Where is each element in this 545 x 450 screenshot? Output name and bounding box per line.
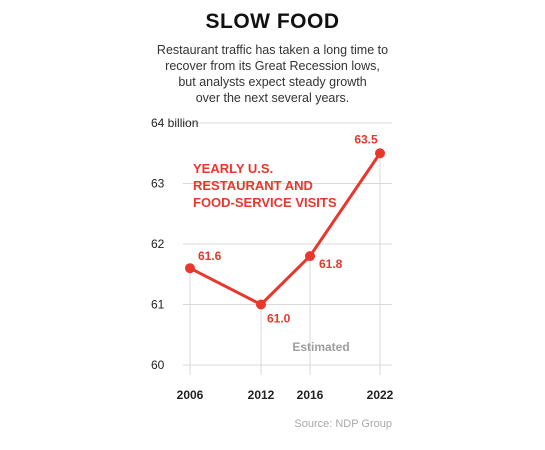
y-tick-label: 64 billion — [151, 116, 198, 130]
subtitle-line-2: recover from its Great Recession lows, — [165, 59, 380, 73]
y-tick-label: 60 — [151, 358, 165, 372]
y-tick-label: 62 — [151, 237, 165, 251]
chart-subtitle: Restaurant traffic has taken a long time… — [0, 42, 545, 106]
y-tick-label: 63 — [151, 177, 165, 191]
series-line — [189, 152, 382, 306]
y-tick-label: 61 — [151, 298, 165, 312]
x-tick-label: 2022 — [367, 388, 394, 402]
data-point — [305, 251, 315, 262]
source-note: Source: NDP Group — [294, 418, 392, 430]
x-tick-label: 2016 — [297, 388, 324, 402]
x-tick-label: 2012 — [248, 388, 275, 402]
data-point — [375, 148, 385, 159]
data-label: 63.5 — [354, 132, 378, 146]
data-label: 61.8 — [319, 257, 343, 271]
subtitle-line-1: Restaurant traffic has taken a long time… — [156, 43, 389, 57]
data-point — [185, 263, 195, 274]
subtitle-line-4: over the next several years. — [195, 91, 350, 105]
estimated-annotation: Estimated — [292, 340, 349, 354]
subtitle-line-3: but analysts expect steady growth — [178, 75, 367, 89]
x-tick-label: 2006 — [177, 388, 204, 402]
chart-title: SLOW FOOD — [205, 10, 340, 33]
data-label: 61.0 — [267, 312, 291, 326]
data-label: 61.6 — [198, 249, 222, 263]
series-label: FOOD-SERVICE VISITS — [193, 195, 337, 210]
series-label: YEARLY U.S. — [193, 161, 273, 176]
data-point — [256, 299, 266, 310]
series-label: RESTAURANT AND — [193, 178, 313, 193]
